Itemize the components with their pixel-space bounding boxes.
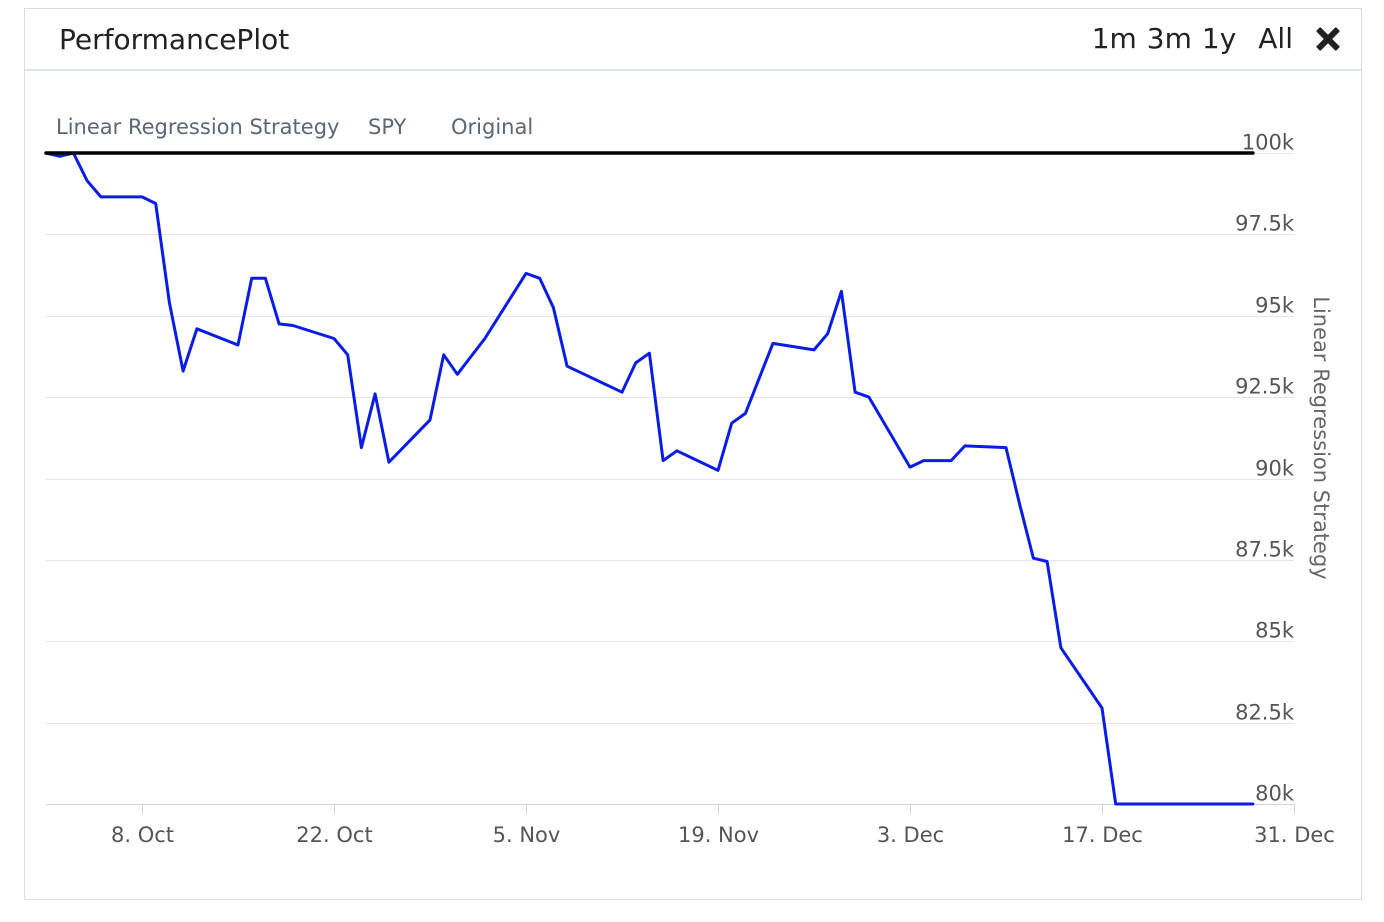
x-tick-label: 8. Oct (111, 823, 174, 847)
y-tick-label: 87.5k (1235, 538, 1295, 562)
x-tick-label: 5. Nov (493, 823, 561, 847)
x-axis: 8. Oct 22. Oct 5. Nov 19. Nov 3. Dec 17. Dec 3… (46, 804, 1335, 847)
range-1m-button[interactable]: 1m (1091, 22, 1137, 55)
x-tick-label: 22. Oct (296, 823, 372, 847)
series-lines (44, 151, 1255, 806)
performance-plot-panel: PerformancePlot 1m 3m 1y All (24, 8, 1362, 900)
y-tick-label: 97.5k (1235, 212, 1295, 236)
range-1y-button[interactable]: 1y (1201, 22, 1237, 55)
y-axis-ticks: 100k 97.5k 95k 92.5k 90k 87.5k 85k 82.5k 80k (1235, 131, 1295, 806)
range-all-button[interactable]: All (1258, 22, 1293, 55)
grid-lines (46, 153, 1294, 724)
y-tick-label: 80k (1255, 782, 1295, 806)
range-3m-button[interactable]: 3m (1146, 22, 1192, 55)
y-tick-label: 100k (1242, 131, 1295, 155)
legend-item-strategy[interactable]: Linear Regression Strategy (56, 115, 339, 139)
y-tick-label: 90k (1255, 457, 1295, 481)
y-tick-label: 92.5k (1235, 375, 1295, 399)
range-selector: 1m 3m 1y All (1082, 19, 1341, 59)
y-tick-label: 85k (1255, 619, 1295, 643)
x-tick-label: 31. Dec (1254, 823, 1335, 847)
legend-item-spy[interactable]: SPY (368, 115, 407, 139)
x-tick-label: 19. Nov (678, 823, 759, 847)
y-tick-label: 82.5k (1235, 701, 1295, 725)
y-axis-title: Linear Regression Strategy (1309, 296, 1333, 579)
legend: Linear Regression Strategy SPY Original (56, 115, 533, 139)
x-tick-label: 17. Dec (1062, 823, 1143, 847)
series-line-linear-regression-strategy (44, 151, 1255, 806)
panel-header: PerformancePlot 1m 3m 1y All (25, 9, 1361, 71)
panel-title: PerformancePlot (59, 23, 290, 56)
x-tick-label: 3. Dec (877, 823, 944, 847)
legend-item-original[interactable]: Original (451, 115, 533, 139)
y-tick-label: 95k (1255, 294, 1295, 318)
